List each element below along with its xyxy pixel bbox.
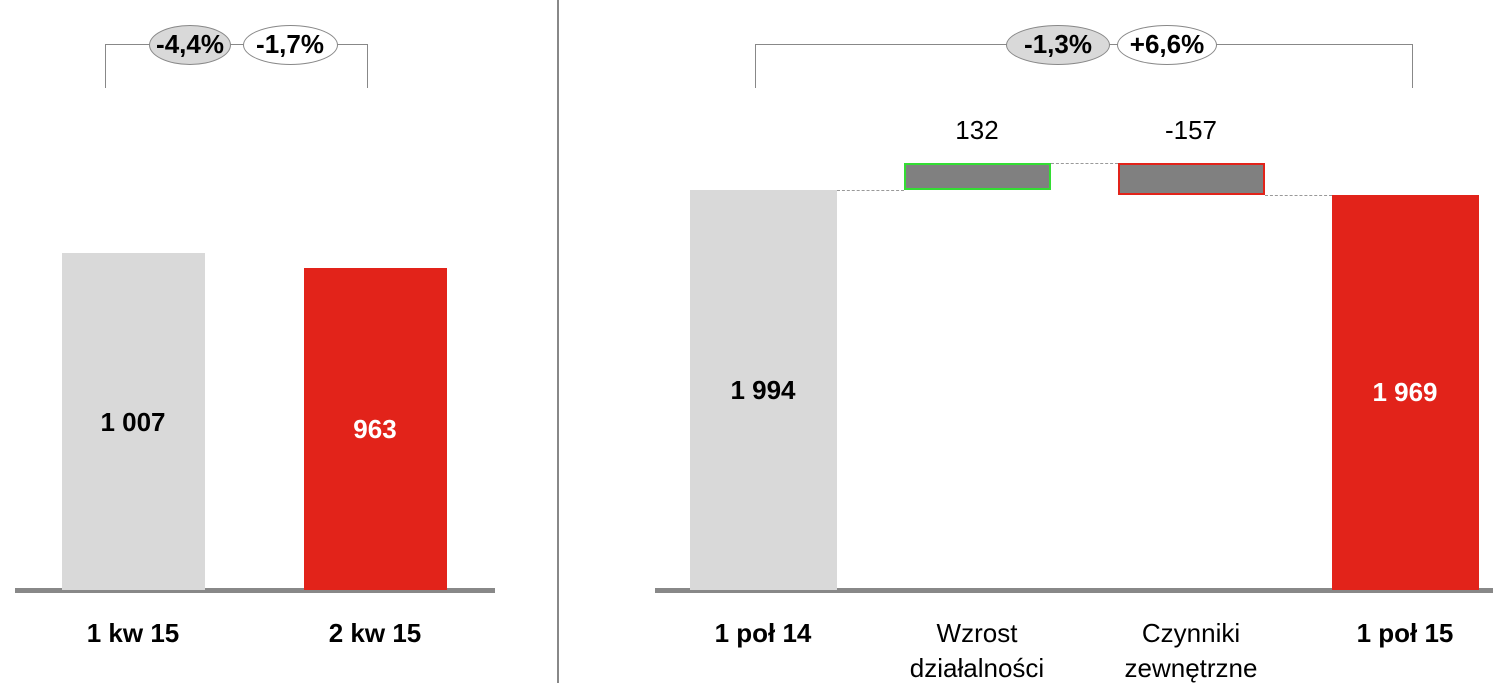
change-badge: +6,6% (1117, 25, 1217, 65)
category-label: 1 poł 15 (1356, 618, 1454, 648)
bar (303, 267, 447, 590)
axis-line (655, 588, 1493, 593)
category-label: Czynniki zewnętrzne (1124, 618, 1258, 683)
bar (689, 189, 837, 590)
bracket (105, 44, 368, 88)
bar (61, 253, 205, 590)
connector (836, 189, 904, 191)
category-label: 2 kw 15 (328, 618, 422, 648)
change-badge: -4,4% (149, 25, 231, 65)
axis-line (15, 588, 495, 593)
category-label: 1 kw 15 (86, 618, 180, 648)
category-label: Wzrost działalności (909, 618, 1045, 683)
delta-box (1117, 163, 1265, 195)
value-label: 1 994 (730, 374, 796, 405)
connector (1050, 163, 1118, 164)
change-badge: -1,7% (242, 25, 338, 65)
value-label: 1 007 (100, 406, 166, 437)
value-label: 132 (955, 115, 999, 145)
category-label: 1 poł 14 (714, 618, 812, 648)
divider (557, 0, 559, 683)
value-label: 963 (353, 413, 397, 444)
delta-box (903, 163, 1051, 190)
change-badge: -1,3% (1006, 25, 1110, 65)
value-label: -157 (1164, 115, 1218, 145)
bar (1331, 194, 1479, 590)
value-label: 1 969 (1372, 377, 1438, 408)
connector (1264, 194, 1332, 196)
